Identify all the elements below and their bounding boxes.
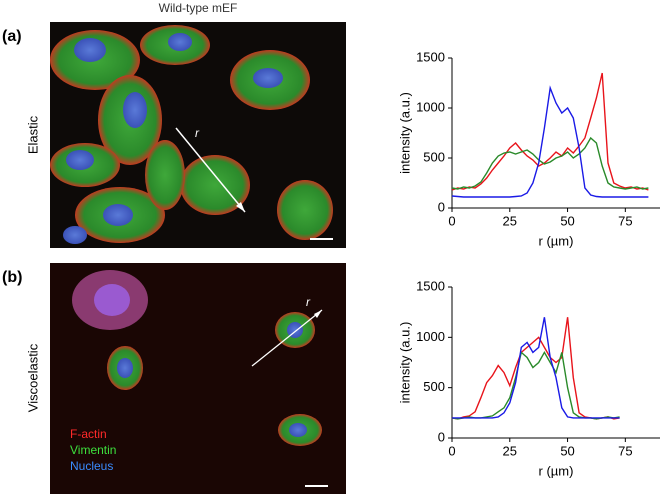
x-axis-label: r (µm) <box>539 233 574 248</box>
y-tick-label: 1500 <box>416 49 445 64</box>
figure-header: Wild-type mEF <box>159 1 238 15</box>
x-tick-label: 50 <box>560 213 574 228</box>
y-tick-label: 500 <box>423 379 445 394</box>
condition-label: Viscoelastic <box>25 343 40 412</box>
arrow-label: r <box>306 295 311 309</box>
x-tick-label: 50 <box>560 443 574 458</box>
legend-entry: Nucleus <box>70 459 113 473</box>
y-tick-label: 1000 <box>416 99 445 114</box>
y-tick-label: 1500 <box>416 278 445 293</box>
arrow-label: r <box>195 126 200 140</box>
panel-label: (a) <box>2 28 22 45</box>
x-tick-label: 25 <box>503 443 517 458</box>
data-line <box>451 350 620 420</box>
micrograph-b: r F-actin Vimentin Nucleus <box>50 263 346 494</box>
panel-label: (b) <box>2 269 22 286</box>
y-tick-label: 0 <box>438 429 445 444</box>
data-line <box>452 317 620 419</box>
x-axis-label: r (µm) <box>539 463 574 478</box>
data-line <box>451 136 649 190</box>
data-line <box>451 317 620 420</box>
y-tick-label: 0 <box>438 199 445 214</box>
x-tick-label: 25 <box>503 213 517 228</box>
micrograph-a: r <box>50 22 346 248</box>
legend-entry: Vimentin <box>70 443 116 457</box>
data-line <box>451 72 649 191</box>
condition-label: Elastic <box>25 115 40 154</box>
data-line <box>451 85 649 198</box>
y-axis-label: intensity (a.u.) <box>397 92 412 174</box>
x-tick-label: 0 <box>448 443 455 458</box>
legend-entry: F-actin <box>70 427 107 441</box>
y-tick-label: 1000 <box>416 329 445 344</box>
x-tick-label: 75 <box>618 213 632 228</box>
y-tick-label: 500 <box>423 149 445 164</box>
x-tick-label: 75 <box>618 443 632 458</box>
y-axis-label: intensity (a.u.) <box>397 322 412 404</box>
x-tick-label: 0 <box>448 213 455 228</box>
